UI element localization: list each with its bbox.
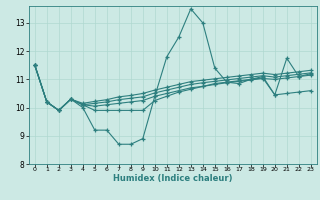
X-axis label: Humidex (Indice chaleur): Humidex (Indice chaleur) [113,174,233,183]
